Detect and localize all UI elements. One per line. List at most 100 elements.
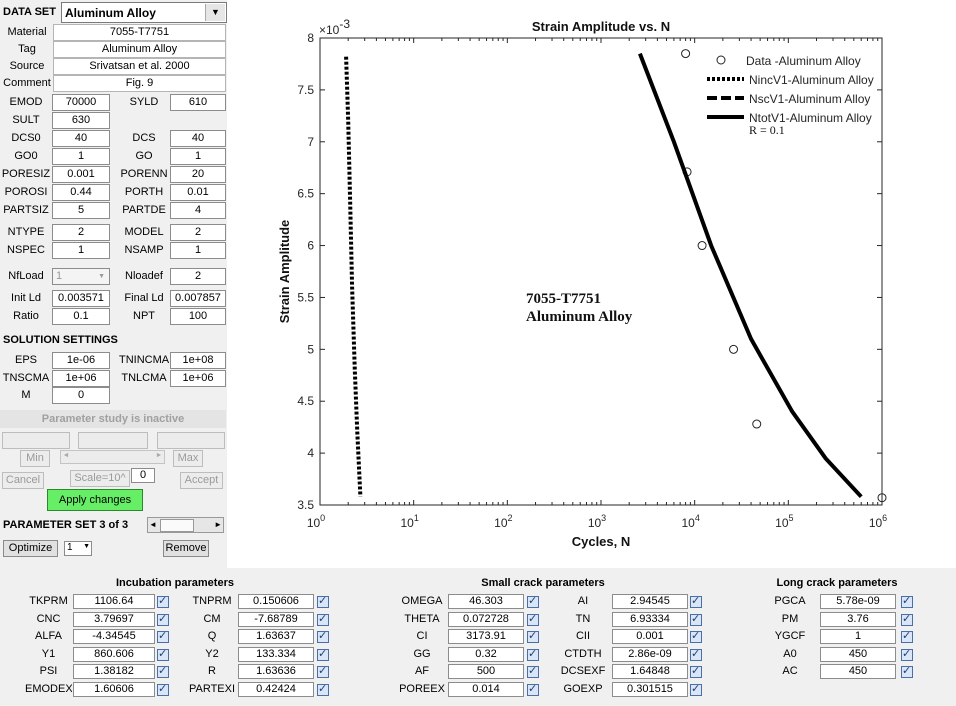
param-field-nspec[interactable]: 1 — [52, 242, 110, 259]
slider-left-arrow-icon[interactable]: ◄ — [62, 452, 70, 459]
solution-field-tnscma[interactable]: 1e+06 — [52, 370, 110, 387]
param-field-dcs[interactable]: 40 — [170, 130, 226, 147]
longcrack-checkbox-a0[interactable] — [901, 647, 913, 661]
incubation-field-cm[interactable]: -7.68789 — [238, 611, 314, 627]
param-field-ratio[interactable]: 0.1 — [52, 308, 110, 325]
param-field-init ld[interactable]: 0.003571 — [52, 290, 110, 307]
meta-field-1[interactable]: Aluminum Alloy — [53, 41, 226, 58]
param-field-nloadef[interactable]: 2 — [170, 268, 226, 285]
param-field-partde[interactable]: 4 — [170, 202, 226, 219]
solution-field-m[interactable]: 0 — [52, 387, 110, 404]
incubation-checkbox-y2[interactable] — [317, 647, 329, 661]
meta-field-0[interactable]: 7055-T7751 — [53, 24, 226, 41]
max-button[interactable]: Max — [173, 450, 203, 467]
solution-field-tnlcma[interactable]: 1e+06 — [170, 370, 226, 387]
param-field-poresiz[interactable]: 0.001 — [52, 166, 110, 183]
set-left-arrow-icon[interactable]: ◄ — [149, 520, 157, 529]
param-field-final-ld[interactable]: 0.007857 — [170, 290, 226, 307]
smallcrack-field-ai[interactable]: 2.94545 — [612, 594, 688, 609]
smallcrack-checkbox-ai[interactable] — [690, 594, 702, 608]
set-thumb[interactable] — [160, 519, 194, 532]
meta-field-2[interactable]: Srivatsan et al. 2000 — [53, 58, 226, 75]
incubation-field-y1[interactable]: 860.606 — [73, 646, 155, 662]
longcrack-checkbox-ac[interactable] — [901, 664, 913, 678]
smallcrack-field-dcsexf[interactable]: 1.64848 — [612, 664, 688, 679]
smallcrack-field-ctdth[interactable]: 2.86e-09 — [612, 646, 688, 662]
param-field-porosi[interactable]: 0.44 — [52, 184, 110, 201]
smallcrack-checkbox-cii[interactable] — [690, 629, 702, 643]
smallcrack-checkbox-poreex[interactable] — [527, 682, 539, 696]
longcrack-field-a0[interactable]: 450 — [820, 646, 896, 662]
scale-exponent-field[interactable]: 0 — [131, 468, 155, 483]
incubation-field-tkprm[interactable]: 1106.64 — [73, 594, 155, 609]
nfload-select[interactable]: 1 ▼ — [52, 268, 110, 285]
param-field-emod[interactable]: 70000 — [52, 94, 110, 111]
smallcrack-checkbox-tn[interactable] — [690, 612, 702, 626]
param-field-nsamp[interactable]: 1 — [170, 242, 226, 259]
incubation-field-partexi[interactable]: 0.42424 — [238, 681, 314, 697]
longcrack-field-pm[interactable]: 3.76 — [820, 611, 896, 627]
smallcrack-field-gg[interactable]: 0.32 — [448, 646, 524, 662]
param-field-go0[interactable]: 1 — [52, 148, 110, 165]
longcrack-checkbox-pm[interactable] — [901, 612, 913, 626]
incubation-field-tnprm[interactable]: 0.150606 — [238, 594, 314, 609]
param-min-field[interactable] — [2, 432, 70, 449]
smallcrack-checkbox-goexp[interactable] — [690, 682, 702, 696]
incubation-field-q[interactable]: 1.63637 — [238, 629, 314, 644]
smallcrack-field-poreex[interactable]: 0.014 — [448, 681, 524, 697]
incubation-checkbox-alfa[interactable] — [157, 629, 169, 643]
smallcrack-field-theta[interactable]: 0.072728 — [448, 611, 524, 627]
incubation-field-cnc[interactable]: 3.79697 — [73, 611, 155, 627]
param-field-partsiz[interactable]: 5 — [52, 202, 110, 219]
longcrack-field-ygcf[interactable]: 1 — [820, 629, 896, 644]
optimize-button[interactable]: Optimize — [3, 540, 58, 557]
param-field-ntype[interactable]: 2 — [52, 224, 110, 241]
incubation-checkbox-cm[interactable] — [317, 612, 329, 626]
incubation-checkbox-cnc[interactable] — [157, 612, 169, 626]
accept-button[interactable]: Accept — [180, 472, 223, 489]
parameter-set-select[interactable]: 1 ▼ — [64, 541, 92, 556]
param-slider[interactable]: ◄ ► — [60, 450, 165, 464]
smallcrack-field-goexp[interactable]: 0.301515 — [612, 681, 688, 697]
solution-field-eps[interactable]: 1e-06 — [52, 352, 110, 369]
param-value-field[interactable] — [78, 432, 148, 449]
smallcrack-checkbox-omega[interactable] — [527, 594, 539, 608]
incubation-field-emodex[interactable]: 1.60606 — [73, 681, 155, 697]
param-field-syld[interactable]: 610 — [170, 94, 226, 111]
incubation-field-alfa[interactable]: -4.34545 — [73, 629, 155, 644]
smallcrack-field-cii[interactable]: 0.001 — [612, 629, 688, 644]
incubation-checkbox-emodex[interactable] — [157, 682, 169, 696]
smallcrack-field-ci[interactable]: 3173.91 — [448, 629, 524, 644]
param-field-dcs0[interactable]: 40 — [52, 130, 110, 147]
longcrack-checkbox-pgca[interactable] — [901, 594, 913, 608]
smallcrack-checkbox-ci[interactable] — [527, 629, 539, 643]
scale-button[interactable]: Scale=10^ — [70, 470, 130, 487]
apply-changes-button[interactable]: Apply changes — [47, 489, 143, 511]
incubation-checkbox-partexi[interactable] — [317, 682, 329, 696]
smallcrack-field-af[interactable]: 500 — [448, 664, 524, 679]
smallcrack-checkbox-gg[interactable] — [527, 647, 539, 661]
incubation-checkbox-tnprm[interactable] — [317, 594, 329, 608]
param-field-go[interactable]: 1 — [170, 148, 226, 165]
incubation-field-r[interactable]: 1.63636 — [238, 664, 314, 679]
parameter-set-slider[interactable]: ◄ ► — [147, 517, 224, 533]
smallcrack-field-omega[interactable]: 46.303 — [448, 594, 524, 609]
smallcrack-checkbox-ctdth[interactable] — [690, 647, 702, 661]
param-max-field[interactable] — [157, 432, 225, 449]
min-button[interactable]: Min — [20, 450, 50, 467]
param-field-model[interactable]: 2 — [170, 224, 226, 241]
longcrack-field-pgca[interactable]: 5.78e-09 — [820, 594, 896, 609]
smallcrack-checkbox-af[interactable] — [527, 664, 539, 678]
param-field-porenn[interactable]: 20 — [170, 166, 226, 183]
incubation-checkbox-tkprm[interactable] — [157, 594, 169, 608]
dataset-select[interactable]: Aluminum Alloy ▼ — [61, 2, 227, 23]
smallcrack-checkbox-theta[interactable] — [527, 612, 539, 626]
incubation-checkbox-psi[interactable] — [157, 664, 169, 678]
param-field-porth[interactable]: 0.01 — [170, 184, 226, 201]
set-right-arrow-icon[interactable]: ► — [214, 520, 222, 529]
incubation-field-psi[interactable]: 1.38182 — [73, 664, 155, 679]
smallcrack-field-tn[interactable]: 6.93334 — [612, 611, 688, 627]
param-field-sult[interactable]: 630 — [52, 112, 110, 129]
incubation-field-y2[interactable]: 133.334 — [238, 646, 314, 662]
slider-right-arrow-icon[interactable]: ► — [155, 452, 163, 459]
